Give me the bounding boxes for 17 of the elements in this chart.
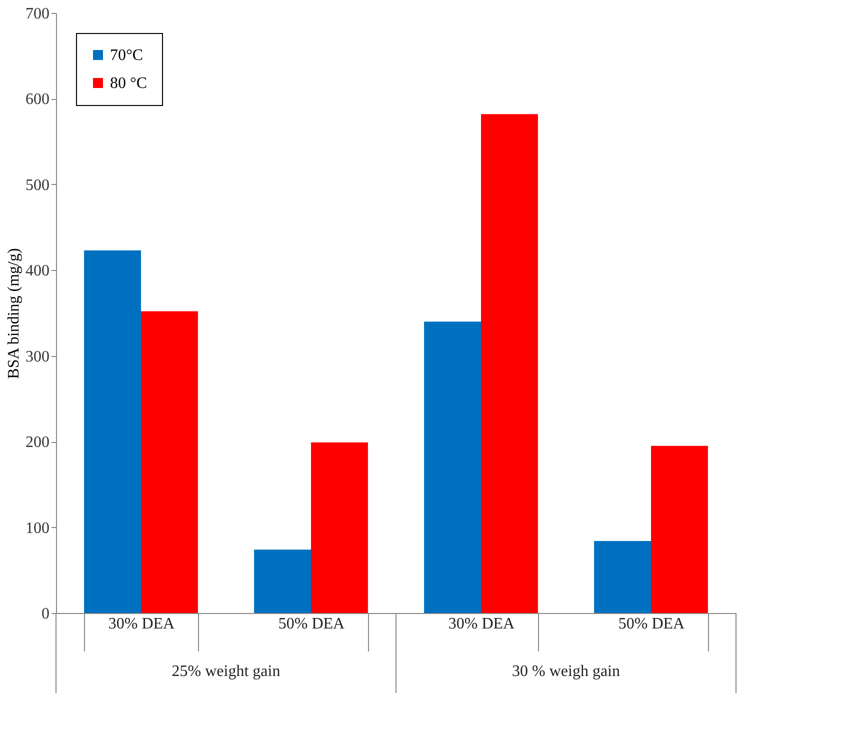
y-axis-title: BSA binding (mg/g) bbox=[6, 248, 22, 379]
legend-label: 70°C bbox=[110, 47, 144, 64]
text: 30 % weigh gain bbox=[512, 663, 620, 680]
y-tick-label: 700 bbox=[26, 6, 50, 22]
y-tick-label: 100 bbox=[26, 520, 50, 537]
y-tick-label: 500 bbox=[26, 176, 50, 194]
legend-label: 80 °C bbox=[110, 75, 148, 92]
x-tick-label: 50% DEA bbox=[278, 616, 346, 632]
y-tick-label: 600 bbox=[26, 91, 50, 108]
text: 25% weight gain bbox=[172, 663, 280, 680]
y-tick-label: 400 bbox=[26, 262, 50, 280]
x-tick-label: 50% DEA bbox=[618, 616, 686, 632]
x-tick-label: 30% DEA bbox=[108, 616, 176, 632]
x-tick-label: 30% DEA bbox=[448, 616, 516, 632]
y-tick-label: 0 bbox=[42, 606, 50, 622]
y-tick-label: 300 bbox=[26, 348, 50, 366]
y-tick-label: 200 bbox=[26, 434, 50, 452]
